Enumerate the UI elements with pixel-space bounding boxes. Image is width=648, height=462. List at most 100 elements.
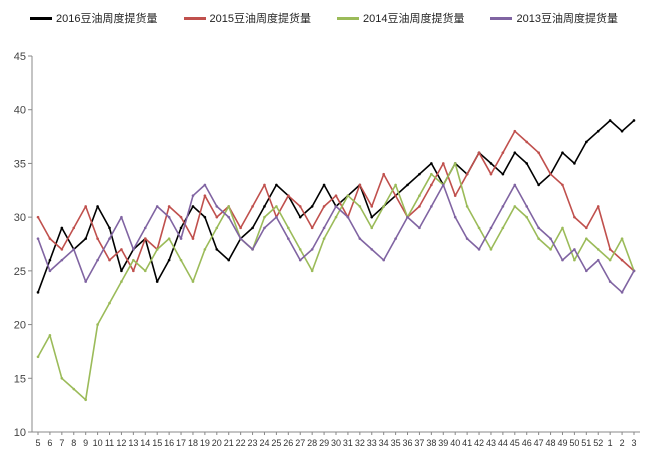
x-tick-label: 44 xyxy=(498,438,508,448)
data-point-2 xyxy=(203,248,207,251)
data-point-1 xyxy=(60,248,64,251)
data-point-1 xyxy=(585,226,588,230)
x-tick-label: 22 xyxy=(236,438,246,448)
x-tick-label: 41 xyxy=(462,438,472,448)
data-point-2 xyxy=(477,226,481,230)
data-point-2 xyxy=(275,205,278,208)
data-point-2 xyxy=(179,258,183,262)
x-tick-label: 26 xyxy=(283,438,293,448)
x-tick-label: 2 xyxy=(620,438,625,448)
data-point-3 xyxy=(370,248,374,251)
data-point-2 xyxy=(525,215,529,219)
x-tick-label: 51 xyxy=(581,438,591,448)
data-point-0 xyxy=(251,226,254,230)
data-point-1 xyxy=(215,215,219,219)
data-point-1 xyxy=(96,237,99,240)
data-point-3 xyxy=(465,237,469,240)
data-point-3 xyxy=(310,248,314,251)
data-point-0 xyxy=(406,183,409,187)
y-tick-label: 10 xyxy=(14,427,26,439)
data-point-0 xyxy=(60,226,64,230)
data-point-3 xyxy=(298,258,302,262)
data-point-1 xyxy=(573,215,576,219)
data-point-1 xyxy=(179,215,183,219)
data-point-0 xyxy=(96,205,99,208)
data-point-3 xyxy=(513,183,517,187)
y-tick-label: 45 xyxy=(14,51,26,63)
data-point-0 xyxy=(108,226,111,230)
data-point-2 xyxy=(227,205,231,208)
data-point-1 xyxy=(287,194,290,197)
data-point-1 xyxy=(477,151,481,154)
data-point-2 xyxy=(501,226,505,230)
data-point-0 xyxy=(573,162,576,165)
data-point-2 xyxy=(489,248,493,251)
data-point-3 xyxy=(287,237,290,240)
data-point-3 xyxy=(525,205,529,208)
x-tick-label: 32 xyxy=(355,438,365,448)
data-point-2 xyxy=(287,226,290,230)
data-point-2 xyxy=(155,248,159,251)
data-point-1 xyxy=(394,194,397,197)
data-point-0 xyxy=(418,172,421,176)
data-point-3 xyxy=(227,215,231,219)
data-point-3 xyxy=(334,205,338,208)
data-point-3 xyxy=(48,269,52,273)
x-tick-label: 36 xyxy=(403,438,413,448)
data-point-0 xyxy=(310,205,314,208)
data-point-3 xyxy=(596,258,600,262)
data-point-1 xyxy=(191,237,195,240)
x-tick-label: 27 xyxy=(295,438,305,448)
data-point-1 xyxy=(334,194,338,197)
data-point-2 xyxy=(465,205,469,208)
data-point-3 xyxy=(72,248,76,251)
x-tick-label: 1 xyxy=(608,438,613,448)
data-point-1 xyxy=(465,172,469,176)
data-point-0 xyxy=(227,258,231,262)
data-point-2 xyxy=(60,376,64,380)
data-point-1 xyxy=(310,226,314,230)
data-point-3 xyxy=(418,226,421,230)
data-point-0 xyxy=(48,258,52,262)
data-point-1 xyxy=(608,248,612,251)
data-point-1 xyxy=(143,237,147,240)
x-tick-label: 50 xyxy=(569,438,579,448)
data-point-3 xyxy=(120,215,123,219)
x-tick-label: 6 xyxy=(47,438,52,448)
legend-label-2016: 2016豆油周度提货量 xyxy=(56,13,158,25)
data-point-2 xyxy=(430,172,433,176)
x-tick-label: 19 xyxy=(200,438,210,448)
data-point-2 xyxy=(549,248,552,251)
data-point-1 xyxy=(72,226,76,230)
data-point-2 xyxy=(382,205,385,208)
data-point-1 xyxy=(382,172,385,176)
data-point-3 xyxy=(358,237,362,240)
x-tick-label: 52 xyxy=(593,438,603,448)
x-tick-label: 5 xyxy=(35,438,40,448)
data-point-2 xyxy=(334,215,338,219)
data-point-0 xyxy=(263,205,266,208)
x-tick-label: 34 xyxy=(379,438,389,448)
data-point-1 xyxy=(251,205,254,208)
y-tick-label: 15 xyxy=(14,373,26,385)
x-tick-label: 42 xyxy=(474,438,484,448)
legend-item-2015: 2015豆油周度提货量 xyxy=(183,10,311,26)
data-point-1 xyxy=(239,226,242,230)
legend-label-2013: 2013豆油周度提货量 xyxy=(516,13,618,25)
data-point-2 xyxy=(191,280,195,283)
data-point-3 xyxy=(382,258,385,262)
x-tick-label: 49 xyxy=(557,438,567,448)
x-tick-label: 23 xyxy=(248,438,258,448)
data-point-3 xyxy=(143,226,147,230)
data-point-1 xyxy=(120,248,123,251)
data-point-2 xyxy=(36,355,40,359)
data-point-3 xyxy=(96,258,99,262)
data-point-2 xyxy=(298,248,302,251)
data-point-1 xyxy=(203,194,207,197)
data-point-3 xyxy=(346,215,350,219)
data-point-1 xyxy=(358,183,362,187)
data-point-1 xyxy=(489,172,493,176)
data-point-1 xyxy=(561,183,564,187)
data-point-0 xyxy=(501,172,505,176)
data-point-3 xyxy=(191,194,195,197)
